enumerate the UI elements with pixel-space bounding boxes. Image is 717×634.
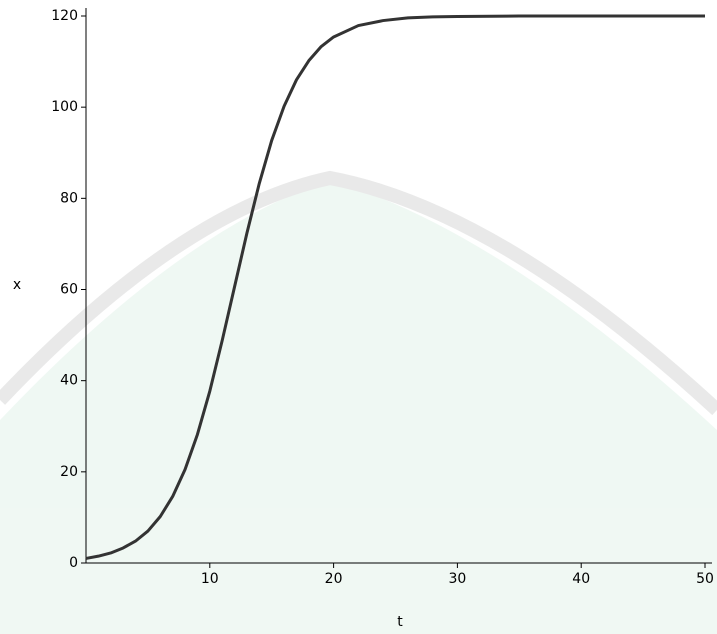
x-tick-label: 50 (696, 571, 714, 587)
x-tick-label: 40 (572, 571, 590, 587)
y-tick-label: 80 (60, 190, 78, 206)
emblem-rim (0, 170, 717, 416)
y-tick-label: 100 (51, 99, 78, 115)
x-tick-label: 20 (325, 571, 343, 587)
y-tick-label: 20 (60, 464, 78, 480)
y-tick-label: 40 (60, 373, 78, 389)
y-axis-label: x (13, 277, 21, 293)
curve (85, 14, 705, 560)
y-tick-label: 60 (60, 282, 78, 298)
emblem-arch (0, 180, 717, 634)
y-tick-label: 120 (51, 8, 78, 24)
x-tick-label: 10 (201, 571, 219, 587)
x-axis-label: t (397, 614, 403, 630)
background-emblem (0, 170, 717, 634)
y-tick-label: 0 (69, 555, 78, 571)
x-tick-label: 30 (448, 571, 466, 587)
